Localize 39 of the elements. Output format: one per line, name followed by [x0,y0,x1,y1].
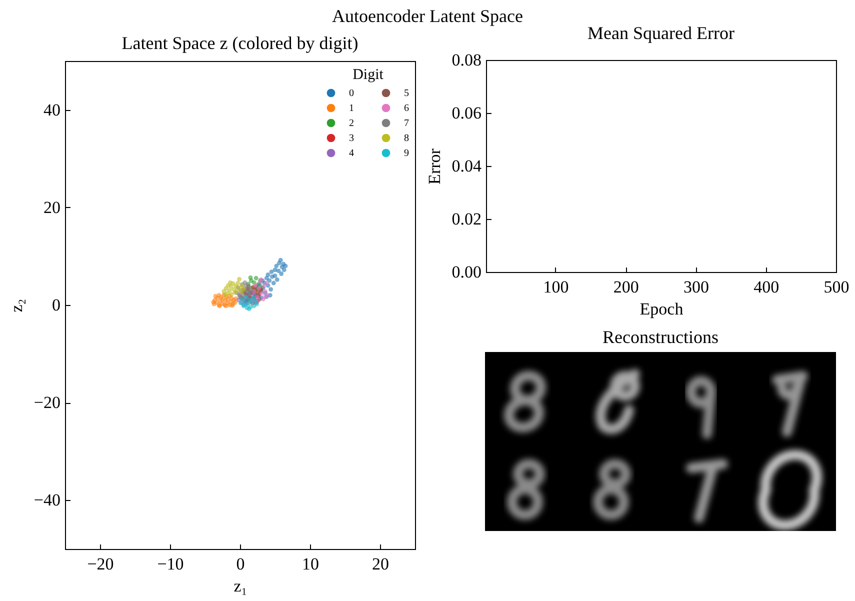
y-tick-label: 0.00 [452,262,482,282]
x-tick-label: −10 [157,554,184,574]
x-tick-label: −20 [87,554,114,574]
legend-label: 9 [404,148,409,159]
x-axis-title: z₁ [234,576,248,596]
legend-label: 8 [404,133,409,144]
legend-label: 3 [349,133,354,144]
y-tick-label: 20 [44,198,60,217]
chart-title: Latent Space z (colored by digit) [122,33,358,53]
legend-title: Digit [352,67,384,83]
y-tick-label: 0.02 [452,210,482,228]
y-tick-label: 0.06 [452,104,482,122]
x-tick-label: 10 [302,554,319,574]
legend-label: 0 [349,88,354,99]
x-tick-label: 0 [236,554,245,574]
x-axis-title: Epoch [640,300,684,318]
legend-label: 5 [404,88,409,99]
legend-label: 2 [349,118,354,129]
y-tick-label: 0 [52,296,60,314]
legend-label: 6 [404,103,409,114]
legend-label: 4 [349,148,354,159]
x-tick-label: 400 [754,278,780,296]
y-axis-title: Error [424,148,444,184]
y-axis-title: z₂ [6,298,26,312]
legend-label: 7 [404,118,409,129]
x-tick-label: 200 [613,278,639,296]
text: Autoencoder Latent Space [332,6,523,26]
chart-title: Mean Squared Error [588,23,734,43]
y-tick-label: 0.04 [452,156,482,176]
y-tick-label: −40 [34,490,60,510]
x-tick-label: 500 [824,278,850,296]
legend-label: 1 [349,103,354,114]
x-tick-label: 20 [372,554,389,574]
x-tick-label: 100 [543,278,569,296]
text: Reconstructions [602,326,720,349]
y-tick-label: −20 [34,393,60,412]
y-tick-label: 0.08 [452,50,482,70]
y-tick-label: 40 [44,100,60,120]
x-tick-label: 300 [683,278,709,296]
